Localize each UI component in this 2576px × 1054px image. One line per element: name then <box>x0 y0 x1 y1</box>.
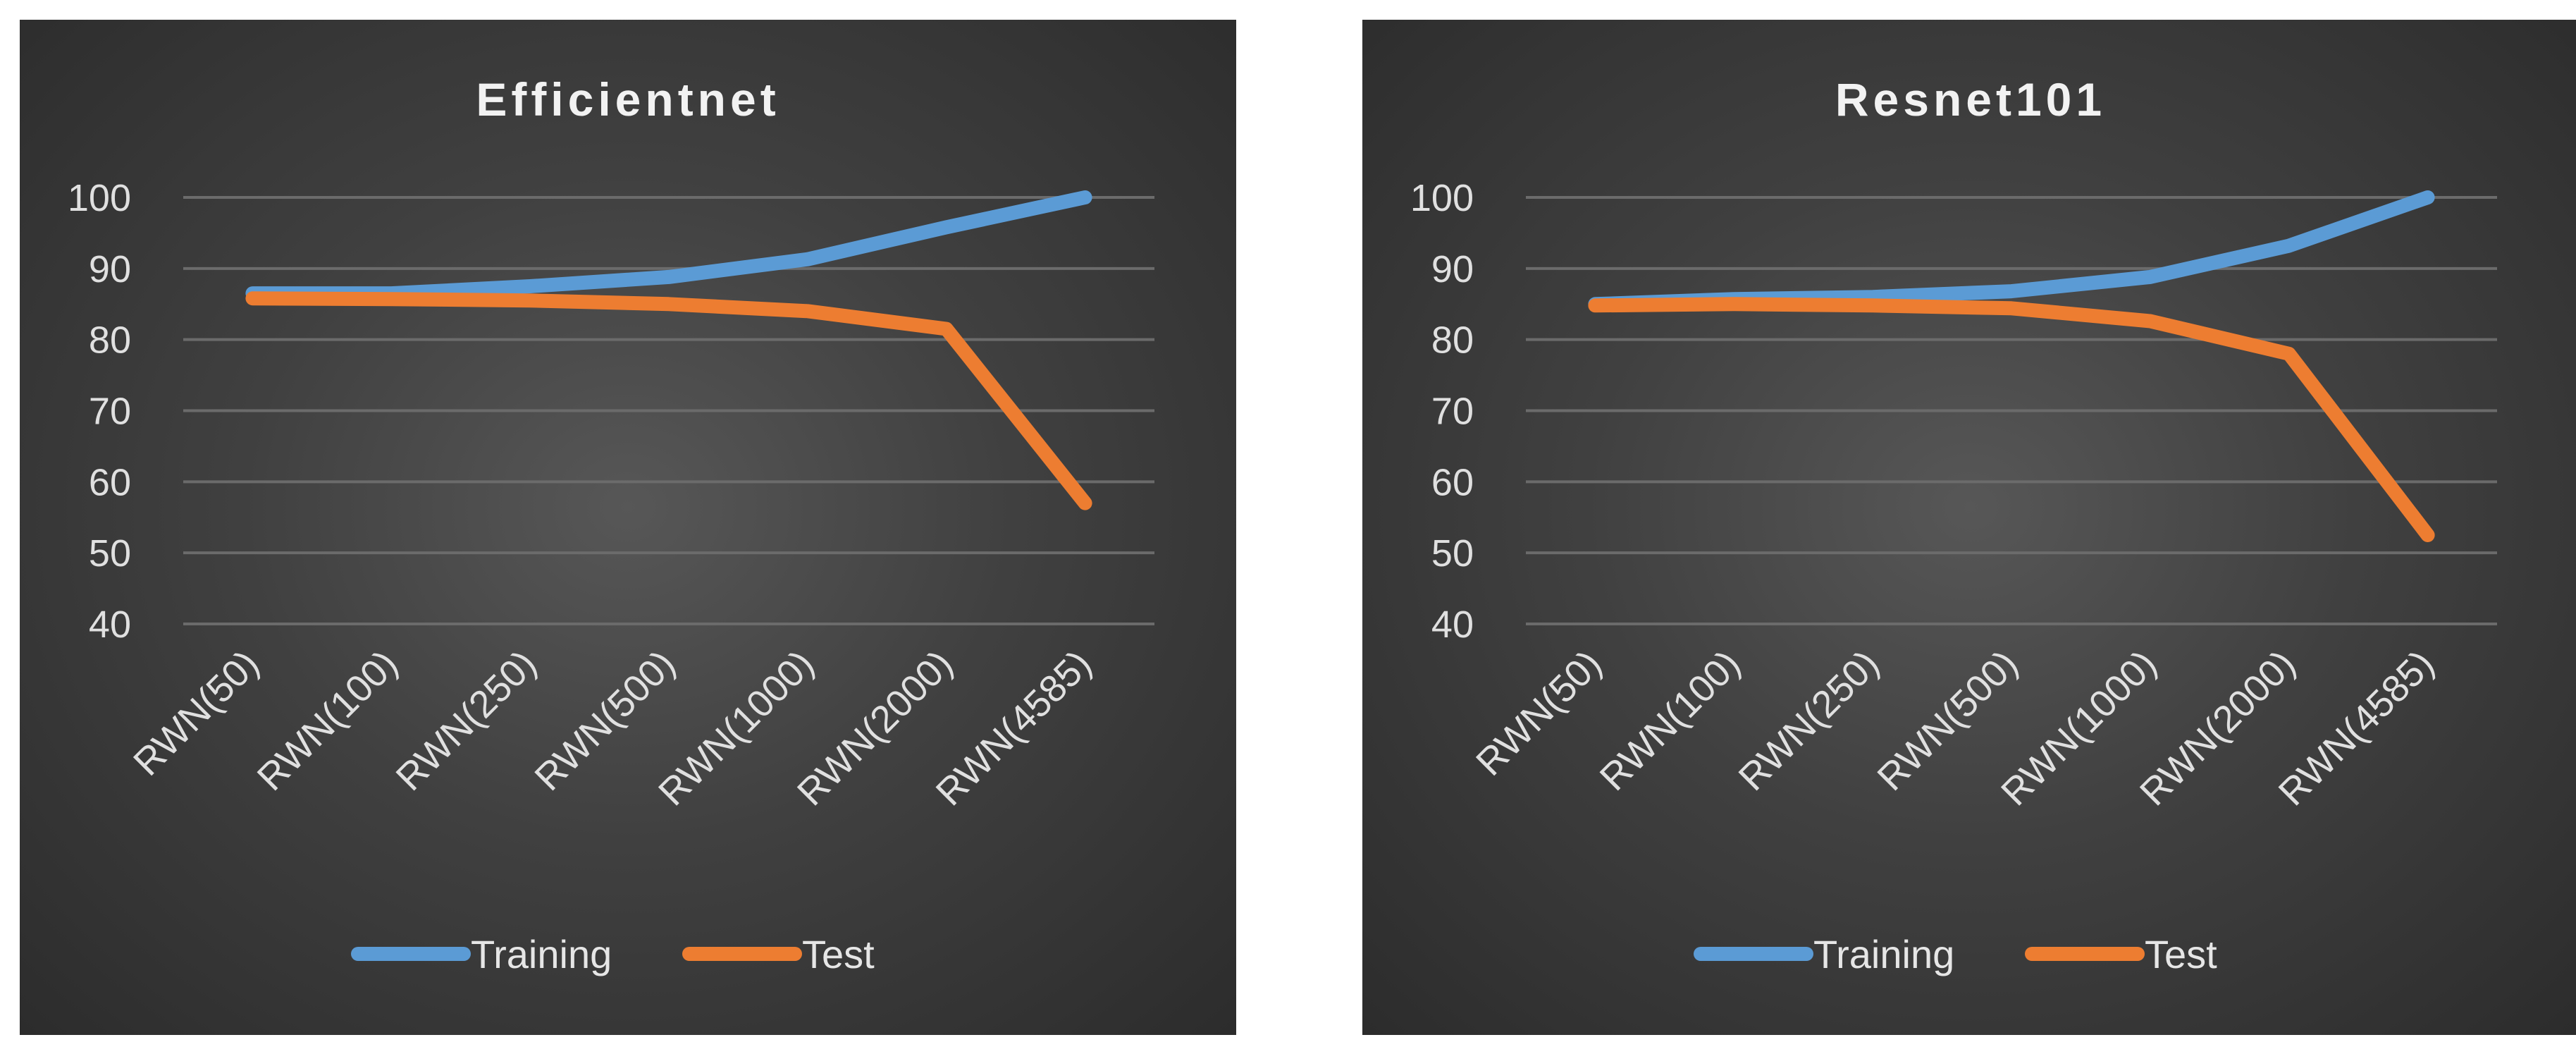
y-tick-label: 90 <box>89 248 131 290</box>
x-axis-ticks: RWN(50)RWN(100)RWN(250)RWN(500)RWN(1000)… <box>125 642 1099 814</box>
y-tick-label: 60 <box>1431 461 1474 503</box>
y-tick-label: 100 <box>68 177 131 219</box>
y-tick-label: 90 <box>1431 248 1474 290</box>
x-axis-ticks: RWN(50)RWN(100)RWN(250)RWN(500)RWN(1000)… <box>1468 642 2442 814</box>
chart-panel-efficientnet: Efficientnet 100 90 80 70 60 50 40 RWN(50) RWN(… <box>20 20 1236 1035</box>
legend: Training Test <box>1694 932 2217 976</box>
legend-label-training: Training <box>471 932 612 976</box>
y-tick-label: 50 <box>1431 532 1474 575</box>
chart-resnet101: Resnet101 100 90 80 70 60 50 40 RWN(50)RWN(100… <box>1410 73 2497 976</box>
y-tick-label: 80 <box>1431 319 1474 362</box>
y-axis-ticks: 100 90 80 70 60 50 40 <box>1410 177 1474 646</box>
y-tick-label: 40 <box>1431 603 1474 646</box>
series-lines <box>1588 190 2435 542</box>
y-tick-label: 50 <box>89 532 131 575</box>
legend: Training Test <box>351 932 875 976</box>
y-axis-ticks: 100 90 80 70 60 50 40 <box>68 177 131 646</box>
y-tick-label: 80 <box>89 319 131 362</box>
y-tick-label: 70 <box>89 391 131 433</box>
gridlines <box>183 196 1154 625</box>
y-tick-label: 60 <box>89 461 131 503</box>
x-tick-label: RWN(50) <box>125 642 267 784</box>
series-lines <box>245 190 1092 510</box>
x-tick-label: RWN(250) <box>1731 642 1887 799</box>
y-tick-label: 40 <box>89 603 131 646</box>
series-line-training <box>245 190 1092 301</box>
x-tick-label: RWN(50) <box>1468 642 1610 784</box>
x-tick-label: RWN(100) <box>249 642 406 799</box>
x-tick-label: RWN(250) <box>388 642 545 799</box>
x-tick-label: RWN(100) <box>1592 642 1749 799</box>
chart-title: Resnet101 <box>1835 73 2106 125</box>
series-line-test <box>245 291 1092 510</box>
chart-title: Efficientnet <box>476 73 779 125</box>
series-line-test <box>1588 297 2435 542</box>
y-tick-label: 100 <box>1410 177 1474 219</box>
gridlines <box>1526 196 2497 625</box>
series-line-training <box>1588 190 2435 312</box>
chart-panel-resnet101: Resnet101 100 90 80 70 60 50 40 RWN(50) RWN(100… <box>1362 20 2576 1035</box>
legend-label-test: Test <box>802 932 875 976</box>
legend-label-test: Test <box>2145 932 2217 976</box>
legend-label-training: Training <box>1813 932 1954 976</box>
y-tick-label: 70 <box>1431 391 1474 433</box>
